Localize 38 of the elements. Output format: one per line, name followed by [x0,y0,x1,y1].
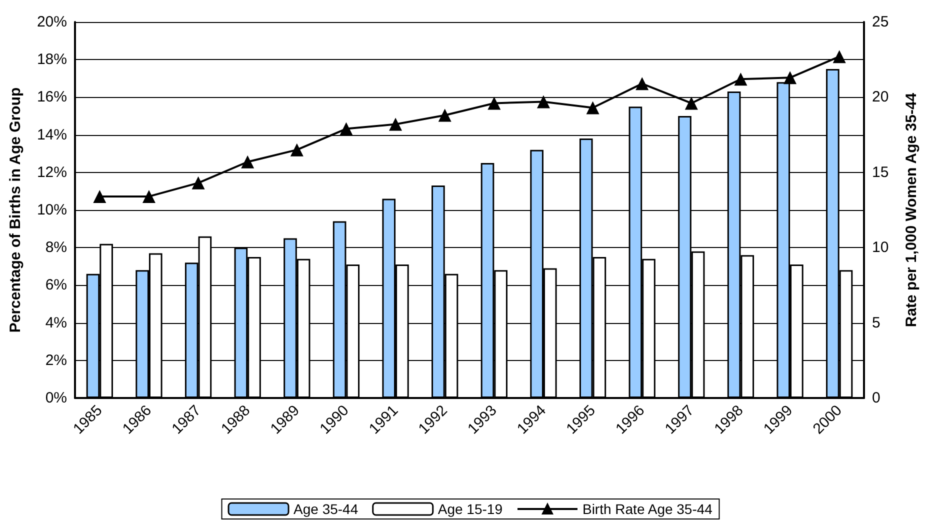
y-tick-label: 8% [45,239,67,256]
legend-label: Birth Rate Age 35-44 [582,501,713,517]
point [684,96,698,110]
y2-tick-label: 25 [872,14,889,30]
point [389,118,402,131]
y-axis-title: Percentage of Births in Age Group [7,87,24,333]
point [832,50,846,64]
point [784,71,797,84]
y-tick-label: 6% [45,276,67,294]
y-tick-label: 16% [36,88,67,106]
point [192,176,205,190]
y2-tick-label: 10 [872,239,889,256]
point [488,96,501,110]
y-tick-label: 18% [36,51,67,68]
point [438,108,452,122]
y2-tick-label: 20 [872,88,889,106]
point [93,190,106,203]
y-tick-label: 12% [36,164,67,181]
y-tick-label: 20% [36,14,67,30]
y2-tick-label: 0 [872,390,880,406]
point [586,101,600,114]
y-tick-label: 0% [45,390,67,406]
point [142,190,156,203]
y2-axis-title: Rate per 1,000 Women Age 35-44 [903,92,920,328]
y-tick-label: 10% [36,202,67,218]
y2-tick-label: 15 [872,164,889,181]
point [536,95,550,108]
y-tick-label: 14% [36,126,67,144]
legend-label: Age 15-19 [438,501,503,517]
point [241,155,254,168]
legend-label: Age 35-44 [294,501,358,517]
y2-tick-label: 5 [872,314,880,332]
point [734,72,748,86]
y-tick-label: 4% [45,314,67,332]
point [636,77,649,90]
point [290,143,304,156]
y-tick-label: 2% [45,352,67,369]
point [340,122,353,136]
